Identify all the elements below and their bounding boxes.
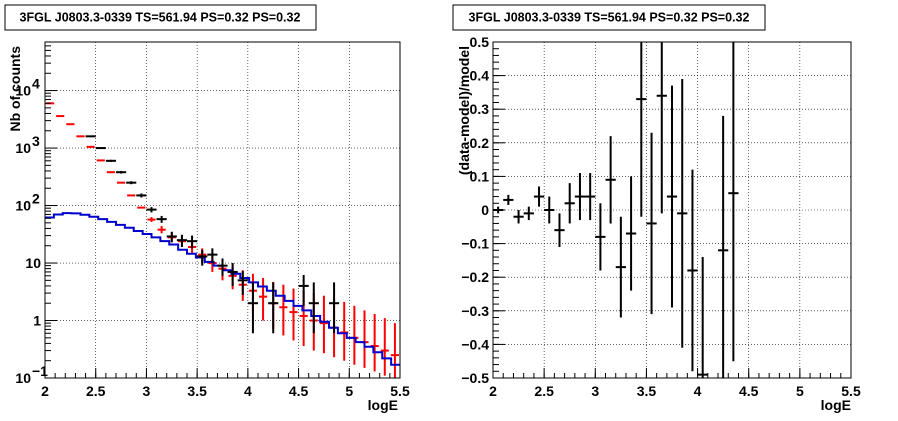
residuals-y-tick-label: 0.4 <box>470 68 490 84</box>
residuals-x-tick-label: 3 <box>591 383 599 399</box>
residuals-y-tick-label: −0.4 <box>461 336 489 352</box>
residuals-plot-frame <box>492 41 852 379</box>
counts-x-tick-label: 3 <box>143 383 151 399</box>
counts-y-tick-label: 10 <box>15 370 31 386</box>
residuals-y-tick-label: −0.1 <box>461 236 489 252</box>
residuals-x-tick-label: 4.5 <box>739 383 759 399</box>
counts-x-tick-label: 4.5 <box>289 383 309 399</box>
counts-x-tick-label: 5.5 <box>390 383 410 399</box>
residuals-x-tick-label: 5 <box>796 383 804 399</box>
residuals-x-tick-label: 3.5 <box>637 383 657 399</box>
residuals-x-axis-title: logE <box>821 397 851 413</box>
counts-title-box <box>4 4 317 31</box>
counts-y-tick-exponent: 3 <box>32 133 40 149</box>
counts-y-tick-exponent: 2 <box>32 191 40 207</box>
counts-plot-frame <box>44 41 401 379</box>
residuals-y-tick-label: −0.2 <box>461 269 489 285</box>
counts-x-tick-label: 3.5 <box>187 383 207 399</box>
residuals-title: 3FGL J0803.3-0339 TS=561.94 PS=0.32 PS=0… <box>469 11 750 25</box>
counts-y-tick-exponent: −1 <box>32 363 48 379</box>
counts-y-tick-label: 1 <box>33 313 41 329</box>
residuals-x-tick-label: 4 <box>694 383 702 399</box>
counts-y-axis-title: Nb of counts <box>7 46 23 132</box>
counts-y-tick-label: 10 <box>15 198 31 214</box>
residuals-y-tick-label: 0.2 <box>470 135 490 151</box>
residuals-y-axis-title: (data-model)/model <box>456 46 472 175</box>
counts-y-tick-exponent: 4 <box>32 76 40 92</box>
counts-x-tick-label: 4 <box>244 383 252 399</box>
counts-x-tick-label: 2.5 <box>86 383 106 399</box>
counts-x-axis-title: logE <box>368 397 398 413</box>
residuals-panel: 3FGL J0803.3-0339 TS=561.94 PS=0.32 PS=0… <box>452 4 861 413</box>
counts-x-tick-label: 5 <box>345 383 353 399</box>
counts-title: 3FGL J0803.3-0339 TS=561.94 PS=0.32 PS=0… <box>20 11 301 25</box>
residuals-title-box <box>452 4 766 31</box>
residuals-y-tick-label: −0.3 <box>461 303 489 319</box>
counts-y-tick-label: 10 <box>15 140 31 156</box>
counts-y-tick-label: 10 <box>25 255 41 271</box>
counts-series <box>45 102 400 378</box>
residuals-y-tick-label: 0 <box>481 202 489 218</box>
residuals-y-tick-label: −0.5 <box>461 370 489 386</box>
residuals-x-tick-label: 5.5 <box>841 383 861 399</box>
counts-x-tick-label: 2 <box>41 383 49 399</box>
component-step-line <box>45 212 400 366</box>
counts-grid <box>45 42 400 378</box>
residuals-x-tick-label: 2.5 <box>534 383 554 399</box>
counts-panel: 3FGL J0803.3-0339 TS=561.94 PS=0.32 PS=0… <box>4 4 410 413</box>
residuals-y-tick-label: 0.1 <box>470 168 490 184</box>
residuals-y-tick-label: 0.5 <box>470 34 490 50</box>
residuals-x-tick-label: 2 <box>489 383 497 399</box>
residuals-y-tick-label: 0.3 <box>470 101 490 117</box>
counts-y-tick-label: 10 <box>15 83 31 99</box>
residuals-series <box>493 42 739 378</box>
